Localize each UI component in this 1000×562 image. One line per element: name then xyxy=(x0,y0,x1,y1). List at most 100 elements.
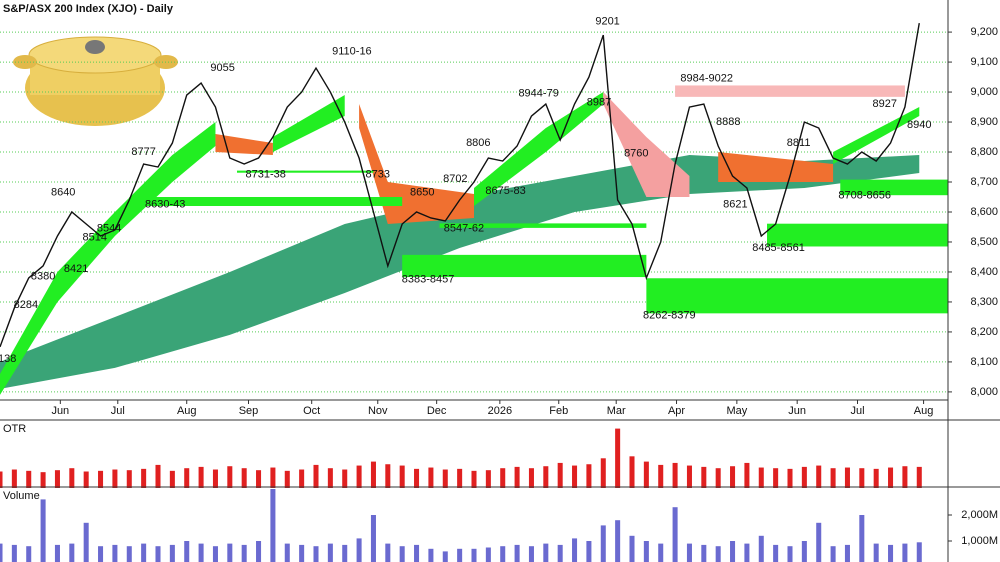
bar xyxy=(126,546,132,562)
bar xyxy=(902,466,908,488)
bar xyxy=(457,548,463,562)
level-label: 8421 xyxy=(64,263,88,275)
bar xyxy=(40,499,46,562)
bar xyxy=(83,522,89,562)
level-label: 8708-8656 xyxy=(838,189,891,201)
level-label: 8630-43 xyxy=(145,198,185,210)
bar xyxy=(299,544,305,562)
bar xyxy=(572,465,578,488)
level-label: 8262-8379 xyxy=(643,309,696,321)
bar xyxy=(873,468,879,488)
bar xyxy=(816,522,822,562)
bar xyxy=(586,541,592,562)
bar xyxy=(471,548,477,562)
bar xyxy=(327,543,333,562)
bar xyxy=(758,467,764,488)
bar xyxy=(787,468,793,488)
bar xyxy=(672,507,678,562)
support-zone xyxy=(767,223,948,247)
level-label: 8640 xyxy=(51,186,75,198)
bar xyxy=(701,544,707,562)
bar xyxy=(212,469,218,488)
bar xyxy=(83,471,89,488)
bar xyxy=(98,470,104,488)
bar xyxy=(888,467,894,488)
pot-image xyxy=(13,36,178,126)
level-label: 8544 xyxy=(97,222,121,234)
bar xyxy=(600,525,606,562)
bar xyxy=(270,489,276,562)
bar xyxy=(658,464,664,488)
bar xyxy=(658,543,664,562)
bar xyxy=(586,464,592,488)
bar xyxy=(442,469,448,488)
bar xyxy=(514,466,520,488)
bar xyxy=(715,468,721,488)
bar xyxy=(686,465,692,488)
level-label: 9201 xyxy=(595,15,619,27)
bar xyxy=(399,465,405,488)
bar xyxy=(299,469,305,488)
bar xyxy=(514,544,520,562)
level-label: 8940 xyxy=(907,119,931,131)
x-tick-label: 2026 xyxy=(488,405,512,417)
support-zone xyxy=(840,179,948,196)
bar xyxy=(543,466,549,488)
y-tick-label: 8,100 xyxy=(970,356,998,368)
bar xyxy=(629,456,635,488)
y-tick-label: 1,000M xyxy=(961,535,998,547)
bar xyxy=(744,543,750,562)
bar xyxy=(528,468,534,488)
y-tick-label: 8,800 xyxy=(970,146,998,158)
bar xyxy=(370,461,376,488)
level-label: 8944-79 xyxy=(518,87,558,99)
bar xyxy=(69,543,75,562)
bar xyxy=(572,538,578,562)
bar xyxy=(730,541,736,562)
panel: OTR xyxy=(0,419,1000,488)
bar xyxy=(184,541,190,562)
bar xyxy=(414,468,420,488)
x-tick-label: Nov xyxy=(368,405,388,417)
y-tick-label: 9,100 xyxy=(970,56,998,68)
ma-band xyxy=(474,92,604,206)
ma-band xyxy=(603,92,690,198)
level-label: 8806 xyxy=(466,137,490,149)
bar xyxy=(313,464,319,488)
bar xyxy=(0,543,3,562)
ma-band xyxy=(718,152,834,183)
support-zone xyxy=(129,197,403,206)
bar xyxy=(155,464,161,488)
bar xyxy=(198,466,204,488)
bar xyxy=(557,462,563,488)
bar xyxy=(686,543,692,562)
bar xyxy=(471,470,477,488)
bar xyxy=(356,538,362,562)
bar xyxy=(859,468,865,488)
level-label: 9110-16 xyxy=(332,45,372,57)
bar xyxy=(543,543,549,562)
level-label: 9055 xyxy=(210,62,234,74)
bar xyxy=(830,546,836,562)
y-tick-label: 8,400 xyxy=(970,266,998,278)
bar xyxy=(284,543,290,562)
bar xyxy=(356,465,362,488)
bar xyxy=(916,542,922,562)
bar xyxy=(916,466,922,488)
level-label: 8777 xyxy=(131,146,155,158)
bar xyxy=(485,470,491,488)
ma-band xyxy=(0,155,920,389)
bar xyxy=(715,546,721,562)
level-label: 8888 xyxy=(716,116,740,128)
bar xyxy=(141,543,147,562)
support-zone xyxy=(675,85,905,97)
x-tick-label: May xyxy=(726,405,747,417)
bar xyxy=(169,470,175,488)
bar xyxy=(98,546,104,562)
level-label: 8811 xyxy=(787,137,811,149)
bar xyxy=(241,468,247,488)
panel-title: Volume xyxy=(3,490,40,502)
bar xyxy=(198,543,204,562)
bar xyxy=(801,466,807,488)
